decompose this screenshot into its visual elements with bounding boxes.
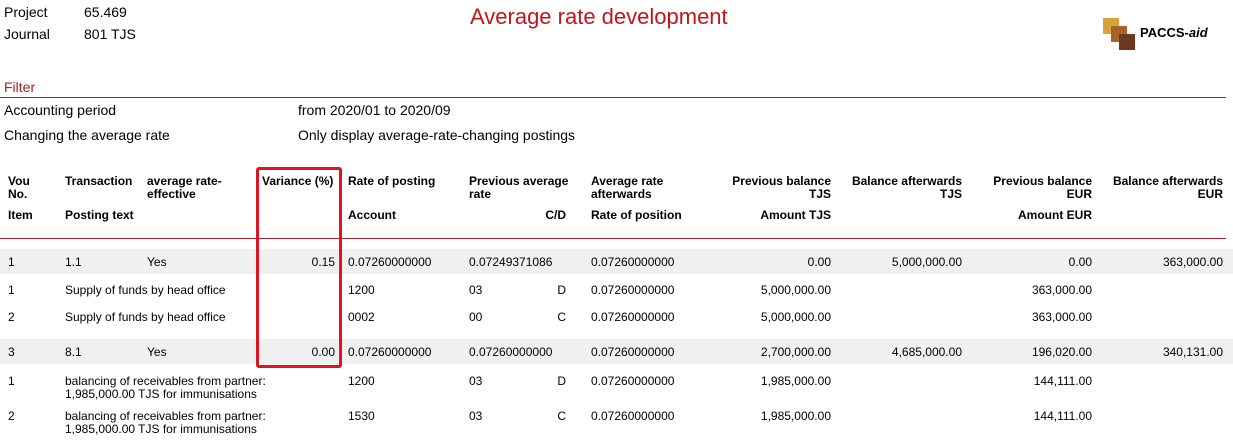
transaction: 1.1 [65, 255, 82, 269]
period-value: from 2020/01 to 2020/09 [298, 102, 451, 118]
transaction: 8.1 [65, 345, 82, 359]
amount-eur: 363,000.00 [1031, 283, 1092, 297]
col-no: No. [8, 187, 28, 201]
paccs-logo-icon [1103, 18, 1135, 50]
previous-balance-tjs: 2,700,000.00 [760, 345, 831, 359]
posting-text: Supply of funds by head office [65, 283, 226, 297]
variance: 0.15 [311, 255, 335, 269]
avg-rate-effective: Yes [147, 255, 167, 269]
previous-balance-tjs: 0.00 [807, 255, 831, 269]
col-bal-after-eur-2: EUR [1197, 187, 1223, 201]
account: 1200 [348, 374, 375, 388]
col-amount-eur: Amount EUR [1018, 208, 1092, 222]
col-cd: C/D [545, 208, 566, 222]
previous-average-rate: 0.07249371086 [469, 255, 553, 269]
col-avg-after-2: afterwards [591, 187, 652, 201]
col-transaction: Transaction [65, 174, 133, 188]
variance-column-highlight [256, 167, 342, 368]
account: 1200 [348, 283, 375, 297]
col-avg-effective-1: average rate- [147, 174, 222, 188]
rate-of-position: 0.07260000000 [591, 310, 675, 324]
variance: 0.00 [311, 345, 335, 359]
previous-average-rate: 0.07260000000 [469, 345, 553, 359]
credit-debit: D [557, 283, 566, 297]
col-amount-tjs: Amount TJS [760, 208, 831, 222]
avg-rate-effective: Yes [147, 345, 167, 359]
credit-debit: C [557, 310, 566, 324]
account: 1530 [348, 409, 375, 423]
account: 0002 [348, 310, 375, 324]
average-rate-afterwards: 0.07260000000 [591, 255, 675, 269]
vou-no: 1 [8, 255, 15, 269]
posting-text-line-2: 1,985,000.00 TJS for immunisations [65, 422, 257, 436]
item-no: 2 [8, 409, 15, 423]
credit-debit: C [557, 409, 566, 423]
rate-of-position: 0.07260000000 [591, 409, 675, 423]
period-label: Accounting period [4, 102, 117, 118]
rate-value: Only display average-rate-changing posti… [298, 127, 576, 143]
vou-no: 3 [8, 345, 15, 359]
posting-text-line-1: balancing of receivables from partner: [65, 409, 266, 423]
col-prev-avg-2: rate [469, 187, 492, 201]
col-prev-bal-tjs-1: Previous balance [732, 174, 831, 188]
posting-text-line-1: balancing of receivables from partner: [65, 374, 266, 388]
amount-tjs: 5,000,000.00 [760, 310, 831, 324]
rate-label: Changing the average rate [4, 127, 170, 143]
credit-debit: D [557, 374, 566, 388]
page-title: Average rate development [470, 4, 728, 29]
previous-rate-code: 03 [469, 374, 483, 388]
amount-tjs: 5,000,000.00 [760, 283, 831, 297]
rate-of-posting: 0.07260000000 [348, 255, 432, 269]
voucher-row-bg [0, 249, 1233, 274]
col-account: Account [348, 208, 396, 222]
rate-of-posting: 0.07260000000 [348, 345, 432, 359]
item-no: 1 [8, 283, 15, 297]
item-no: 2 [8, 310, 15, 324]
amount-eur: 144,111.00 [1033, 374, 1092, 388]
previous-balance-eur: 196,020.00 [1031, 345, 1092, 359]
col-vou: Vou [8, 174, 30, 188]
col-prev-bal-tjs-2: TJS [808, 187, 831, 201]
previous-rate-code: 03 [469, 409, 483, 423]
balance-afterwards-eur: 340,131.00 [1162, 345, 1223, 359]
balance-afterwards-tjs: 5,000,000.00 [891, 255, 962, 269]
rate-of-position: 0.07260000000 [591, 283, 675, 297]
rate-of-position: 0.07260000000 [591, 374, 675, 388]
col-prev-bal-eur-1: Previous balance [993, 174, 1092, 188]
project-value: 65.469 [84, 4, 127, 20]
col-rate-of-position: Rate of position [591, 208, 682, 222]
table-header-divider [0, 238, 1226, 239]
amount-eur: 144,111.00 [1033, 409, 1092, 423]
col-avg-after-1: Average rate [591, 174, 664, 188]
col-prev-bal-eur-2: EUR [1066, 187, 1092, 201]
previous-rate-code: 00 [469, 310, 483, 324]
col-bal-after-tjs-2: TJS [939, 187, 962, 201]
col-bal-after-tjs-1: Balance afterwards [851, 174, 962, 188]
previous-balance-eur: 0.00 [1068, 255, 1092, 269]
amount-tjs: 1,985,000.00 [760, 409, 831, 423]
posting-text: Supply of funds by head office [65, 310, 226, 324]
col-posting-text: Posting text [65, 208, 134, 222]
logo-text: PACCS-aid [1140, 25, 1208, 40]
filter-title: Filter [4, 79, 36, 95]
project-label: Project [4, 4, 48, 20]
journal-label: Journal [4, 26, 50, 42]
col-bal-after-eur-1: Balance afterwards [1112, 174, 1223, 188]
col-rate-of-posting: Rate of posting [348, 174, 436, 188]
amount-tjs: 1,985,000.00 [760, 374, 831, 388]
balance-afterwards-eur: 363,000.00 [1162, 255, 1223, 269]
amount-eur: 363,000.00 [1031, 310, 1092, 324]
filter-divider [0, 97, 1226, 98]
average-rate-afterwards: 0.07260000000 [591, 345, 675, 359]
journal-value: 801 TJS [84, 26, 136, 42]
col-variance: Variance (%) [262, 174, 334, 188]
balance-afterwards-tjs: 4,685,000.00 [891, 345, 962, 359]
col-item: Item [8, 208, 33, 222]
previous-rate-code: 03 [469, 283, 483, 297]
voucher-row-bg [0, 339, 1233, 364]
col-avg-effective-2: effective [147, 187, 196, 201]
posting-text-line-2: 1,985,000.00 TJS for immunisations [65, 387, 257, 401]
item-no: 1 [8, 374, 15, 388]
col-prev-avg-1: Previous average [469, 174, 569, 188]
